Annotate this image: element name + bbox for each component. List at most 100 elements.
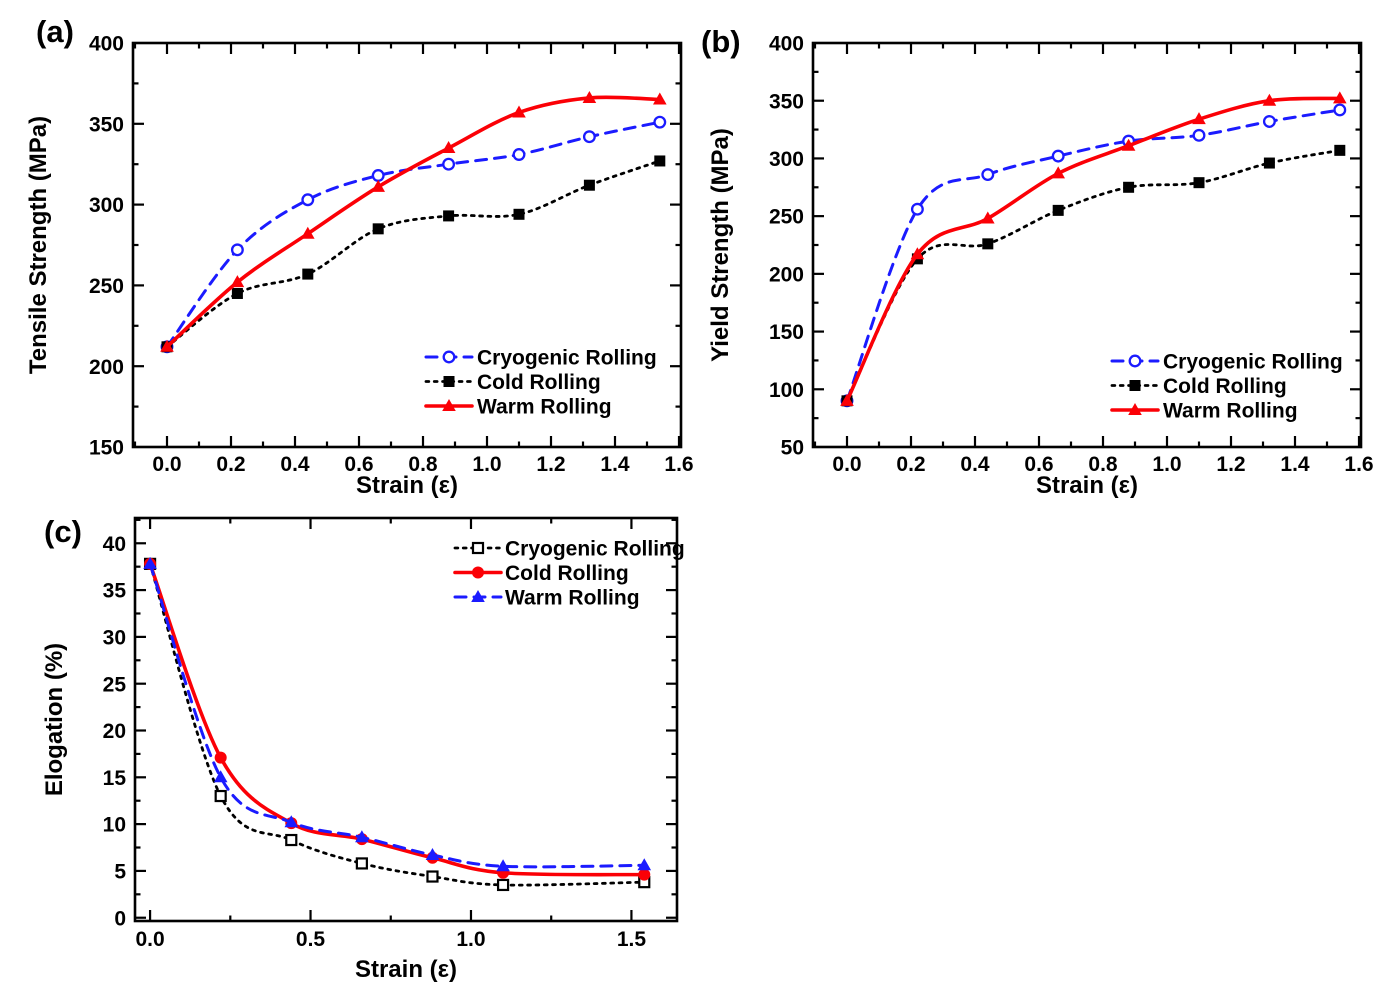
y-axis-label: Tensile Strength (MPa) — [25, 116, 52, 374]
plot-border — [133, 516, 679, 923]
svg-text:1.0: 1.0 — [456, 928, 485, 951]
x-tick-labels: 0.0 0.2 0.4 0.6 0.8 1.0 1.2 1.4 1.6 — [832, 453, 1373, 476]
svg-text:1.6: 1.6 — [1344, 453, 1373, 476]
svg-text:0.6: 0.6 — [1024, 453, 1053, 476]
svg-text:300: 300 — [89, 194, 124, 217]
series-cryogenic-rolling — [160, 115, 667, 354]
legend-label-cryogenic-rolling: Cryogenic Rolling — [505, 538, 685, 561]
svg-text:300: 300 — [769, 148, 804, 171]
svg-text:40: 40 — [103, 533, 126, 556]
svg-text:100: 100 — [769, 379, 804, 402]
x-axis-label: Strain (ε) — [356, 472, 458, 499]
svg-text:10: 10 — [103, 814, 126, 837]
chart-yield-strength: 0.0 0.2 0.4 0.6 0.8 1.0 1.2 1.4 1.6 50 100 150 200 25… — [707, 33, 1374, 499]
svg-text:350: 350 — [769, 90, 804, 113]
legend-item-cryogenic-rolling: Cryogenic Rolling — [453, 538, 685, 561]
legend-item-warm-rolling: Warm Rolling — [453, 587, 640, 610]
series-markers-warm-rolling — [160, 90, 667, 352]
x-tick-labels: 0.0 0.5 1.0 1.5 — [135, 928, 646, 951]
svg-text:1.4: 1.4 — [600, 453, 630, 476]
svg-text:1.0: 1.0 — [1152, 453, 1181, 476]
legend-label-cryogenic-rolling: Cryogenic Rolling — [477, 347, 657, 370]
svg-text:1.6: 1.6 — [664, 453, 693, 476]
svg-text:200: 200 — [89, 356, 124, 379]
legend-item-cold-rolling: Cold Rolling — [1110, 375, 1287, 398]
legend-item-warm-rolling: Warm Rolling — [1110, 400, 1298, 423]
svg-text:15: 15 — [103, 767, 127, 790]
chart-tensile-strength: 0.0 0.2 0.4 0.6 0.8 1.0 1.2 1.4 1.6 150 200 250 300 3… — [25, 33, 694, 499]
x-tick-labels: 0.0 0.2 0.4 0.6 0.8 1.0 1.2 1.4 1.6 — [152, 453, 693, 476]
svg-text:0.2: 0.2 — [216, 453, 245, 476]
legend-label-warm-rolling: Warm Rolling — [1163, 400, 1298, 423]
svg-text:1.5: 1.5 — [617, 928, 647, 951]
x-axis-label: Strain (ε) — [355, 956, 457, 983]
series-warm-rolling — [143, 556, 652, 872]
series-warm-rolling — [840, 91, 1347, 406]
y-tick-labels: 0 5 10 15 20 25 30 35 40 — [103, 533, 127, 930]
svg-text:400: 400 — [89, 33, 124, 56]
svg-text:0.4: 0.4 — [960, 453, 990, 476]
x-axis-label: Strain (ε) — [1036, 472, 1138, 499]
svg-text:0.6: 0.6 — [344, 453, 373, 476]
svg-text:0.8: 0.8 — [1088, 453, 1118, 476]
svg-text:0.5: 0.5 — [296, 928, 326, 951]
svg-text:35: 35 — [103, 580, 127, 603]
plot-border — [131, 41, 683, 449]
svg-text:25: 25 — [103, 673, 127, 696]
chart-root--b-: 0.0 0.2 0.4 0.6 0.8 1.0 1.2 1.4 1.6 50 100 150 200 25… — [707, 33, 1374, 499]
legend-label-cold-rolling: Cold Rolling — [505, 562, 629, 585]
svg-text:0: 0 — [114, 907, 126, 930]
axis-ticks — [135, 518, 677, 921]
svg-text:200: 200 — [769, 263, 804, 286]
svg-text:50: 50 — [781, 437, 804, 460]
y-tick-labels: 150 200 250 300 350 400 — [89, 33, 124, 460]
legend-label-warm-rolling: Warm Rolling — [477, 396, 612, 419]
series-warm-rolling — [160, 90, 667, 352]
legend-label-cryogenic-rolling: Cryogenic Rolling — [1163, 351, 1343, 374]
svg-text:0.0: 0.0 — [832, 453, 861, 476]
legend-item-cold-rolling: Cold Rolling — [453, 562, 629, 585]
panel-label-a: (a) — [36, 14, 74, 49]
svg-text:1.2: 1.2 — [1216, 453, 1245, 476]
legend-item-cryogenic-rolling: Cryogenic Rolling — [424, 347, 657, 370]
svg-text:1.2: 1.2 — [536, 453, 565, 476]
svg-text:1.0: 1.0 — [472, 453, 501, 476]
svg-text:250: 250 — [89, 275, 124, 298]
svg-text:250: 250 — [769, 206, 804, 229]
svg-text:30: 30 — [103, 626, 126, 649]
legend-label-cold-rolling: Cold Rolling — [477, 371, 601, 394]
svg-text:150: 150 — [769, 321, 804, 344]
plot-border — [811, 41, 1363, 449]
legend-item-warm-rolling: Warm Rolling — [424, 396, 612, 419]
legend-label-cold-rolling: Cold Rolling — [1163, 375, 1287, 398]
series-markers-warm-rolling — [840, 91, 1347, 406]
panel-label-c: (c) — [44, 514, 82, 549]
axis-ticks — [133, 43, 681, 447]
panel-label-b: (b) — [701, 24, 741, 59]
y-axis-label: Elogation (%) — [41, 643, 68, 796]
svg-text:20: 20 — [103, 720, 126, 743]
y-tick-labels: 50 100 150 200 250 300 350 400 — [769, 33, 804, 460]
chart-root--a-: 0.0 0.2 0.4 0.6 0.8 1.0 1.2 1.4 1.6 150 200 250 300 3… — [25, 33, 694, 499]
y-axis-label: Yield Strength (MPa) — [707, 128, 734, 362]
legend-item-cold-rolling: Cold Rolling — [424, 371, 601, 394]
svg-text:150: 150 — [89, 437, 124, 460]
svg-text:0.0: 0.0 — [135, 928, 164, 951]
svg-text:0.4: 0.4 — [280, 453, 310, 476]
legend-label-warm-rolling: Warm Rolling — [505, 587, 640, 610]
svg-text:0.8: 0.8 — [408, 453, 438, 476]
chart-root--c-: 0.0 0.5 1.0 1.5 0 5 10 15 20 25 30 35 40 Strain (ε) El… — [41, 516, 685, 983]
chart-elongation: 0.0 0.5 1.0 1.5 0 5 10 15 20 25 30 35 40 Strain (ε) El… — [41, 516, 685, 983]
svg-text:0.0: 0.0 — [152, 453, 181, 476]
series-markers-warm-rolling — [143, 556, 652, 872]
svg-text:400: 400 — [769, 33, 804, 56]
legend-item-cryogenic-rolling: Cryogenic Rolling — [1110, 351, 1343, 374]
series-markers-cryogenic-rolling — [160, 115, 667, 354]
svg-text:5: 5 — [114, 860, 126, 883]
svg-text:1.4: 1.4 — [1280, 453, 1310, 476]
svg-text:350: 350 — [89, 113, 124, 136]
